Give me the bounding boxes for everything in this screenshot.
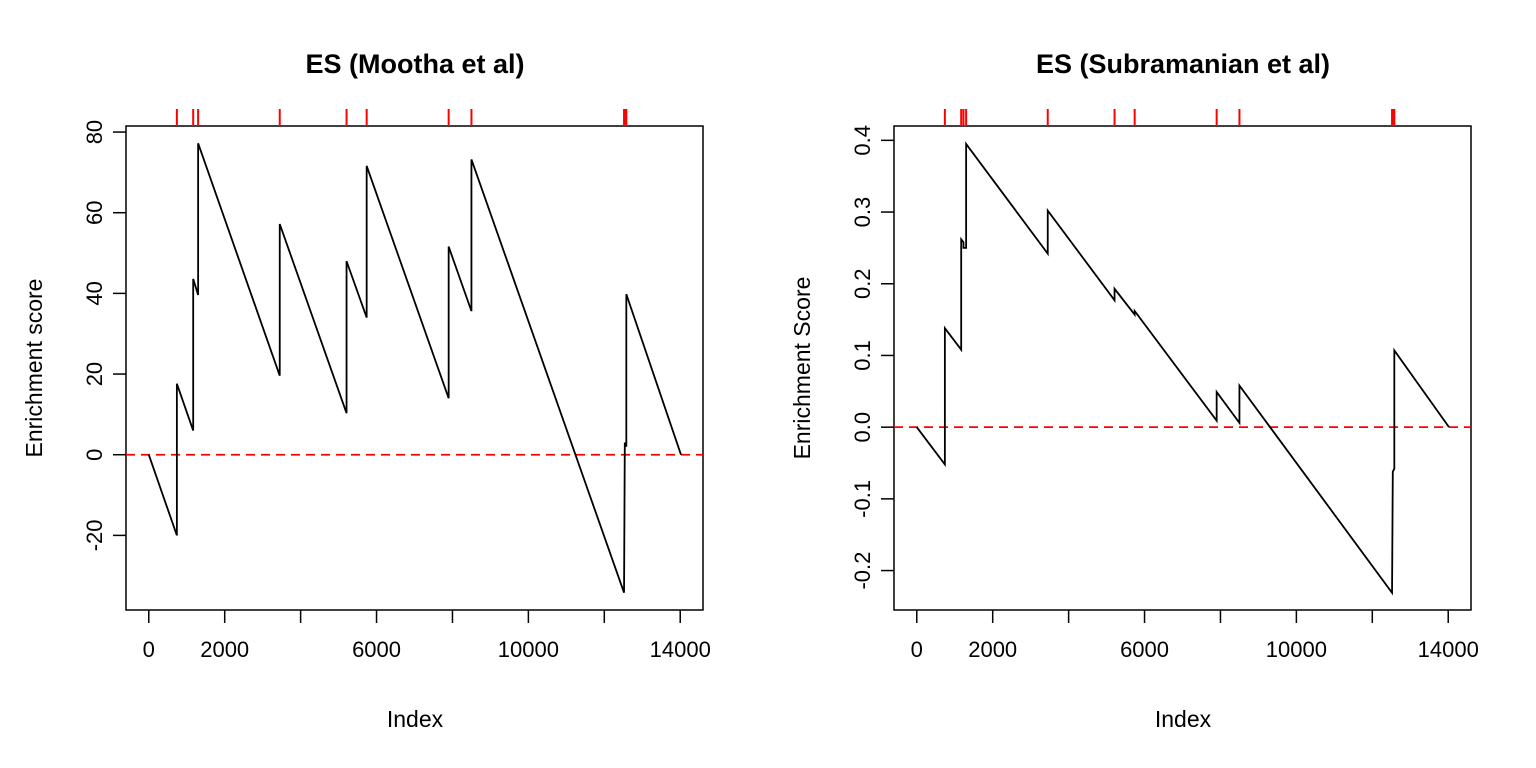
x-tick-label: 0 (911, 637, 923, 662)
x-tick-label: 0 (143, 637, 155, 662)
enrichment-score-line (916, 141, 1450, 596)
x-axis-label: Index (387, 706, 444, 732)
y-tick-label: 60 (82, 200, 107, 224)
x-tick-label: 6000 (1120, 637, 1169, 662)
chart-title: ES (Subramanian et al) (1036, 49, 1330, 79)
y-axis-label: Enrichment Score (789, 277, 815, 460)
y-tick-label: -0.1 (850, 480, 875, 518)
y-tick-label: 0.1 (850, 340, 875, 371)
y-tick-label: -0.2 (850, 552, 875, 590)
x-tick-label: 14000 (1418, 637, 1479, 662)
y-tick-label: 0.3 (850, 197, 875, 228)
x-tick-label: 10000 (498, 637, 559, 662)
x-tick-label: 6000 (352, 637, 401, 662)
y-tick-label: 80 (82, 120, 107, 144)
x-tick-label: 14000 (650, 637, 711, 662)
y-tick-label: 0.2 (850, 268, 875, 299)
x-tick-label: 2000 (200, 637, 249, 662)
enrichment-score-line (147, 143, 682, 593)
y-axis-label: Enrichment score (21, 279, 47, 458)
x-tick-label: 2000 (968, 637, 1017, 662)
plot-frame (125, 125, 704, 611)
y-tick-label: 40 (82, 281, 107, 305)
y-tick-label: 0.0 (850, 412, 875, 443)
plot-frame (893, 125, 1472, 611)
y-tick-label: 0 (82, 449, 107, 461)
y-tick-label: 20 (82, 362, 107, 386)
chart-panel-mootha: ES (Mootha et al) Index Enrichment score… (21, 49, 711, 732)
y-tick-label: 0.4 (850, 125, 875, 156)
x-axis-label: Index (1155, 706, 1212, 732)
plot-area: 0 2000 6000 10000 14000 -0.2 -0.1 0.0 0.1 0.2 0.3 0… (850, 109, 1479, 662)
y-tick-label: -20 (82, 519, 107, 551)
x-tick-label: 10000 (1266, 637, 1327, 662)
chart-title: ES (Mootha et al) (305, 49, 524, 79)
chart-panel-subramanian: ES (Subramanian et al) Index Enrichment … (789, 49, 1479, 732)
plot-area: 0 2000 6000 10000 14000 -20 0 20 40 60 80 (82, 109, 711, 662)
